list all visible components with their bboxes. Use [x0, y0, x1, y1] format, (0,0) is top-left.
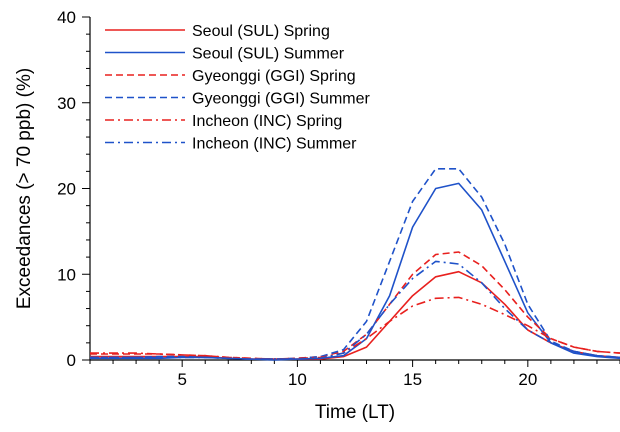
- x-axis-title: Time (LT): [315, 402, 395, 423]
- series-line-5: [90, 296, 620, 360]
- legend-label-4: Gyeonggi (GGI) Summer: [192, 91, 371, 108]
- legend-label-2: Seoul (SUL) Summer: [192, 46, 345, 63]
- x-axis: 5 10 15 20: [89, 360, 620, 389]
- x-tick-label: 20: [518, 370, 537, 389]
- series-lines: [90, 168, 620, 361]
- y-tick-label: 30: [57, 94, 76, 113]
- legend-label-5: Incheon (INC) Spring: [192, 113, 342, 130]
- x-tick-label: 15: [403, 370, 422, 389]
- x-tick-label: 10: [288, 370, 307, 389]
- y-axis-title: Exceedances (> 70 ppb) (%): [14, 68, 35, 309]
- y-tick-label: 40: [57, 8, 76, 27]
- legend-label-1: Seoul (SUL) Spring: [192, 23, 330, 40]
- y-tick-label: 20: [57, 180, 76, 199]
- y-tick-label: 10: [57, 265, 76, 284]
- series-line-6: [90, 260, 620, 360]
- series-line-4: [90, 168, 620, 360]
- legend-label-3: Gyeonggi (GGI) Spring: [192, 68, 356, 85]
- legend: Seoul (SUL) Spring Seoul (SUL) Summer Gyeo…: [105, 23, 371, 153]
- x-tick-label: 5: [177, 370, 186, 389]
- legend-label-6: Incheon (INC) Summer: [192, 136, 357, 153]
- series-line-2: [90, 182, 620, 361]
- y-axis: 0 10 20 30 40: [57, 8, 90, 370]
- y-tick-label: 0: [67, 351, 76, 370]
